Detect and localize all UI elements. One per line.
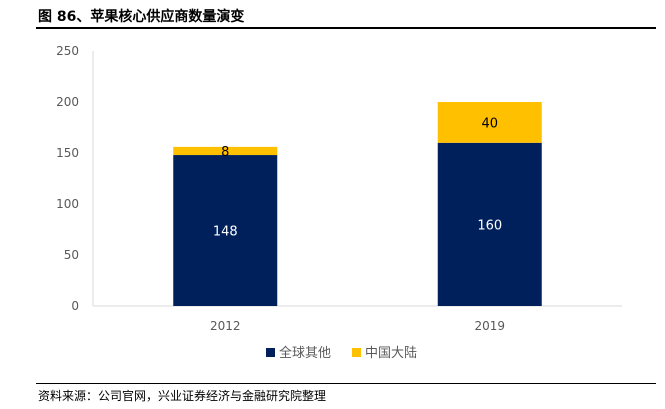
source-note: 资料来源：公司官网，兴业证券经济与金融研究院整理 <box>38 389 327 403</box>
chart-bars <box>173 102 542 306</box>
bar-segment <box>173 155 278 306</box>
data-label: 148 <box>213 225 238 240</box>
y-tick-label: 50 <box>64 248 79 262</box>
legend-label: 全球其他 <box>279 345 331 361</box>
data-label: 40 <box>481 116 498 131</box>
y-tick-label: 0 <box>71 299 79 313</box>
y-tick-label: 200 <box>56 95 79 109</box>
y-tick-label: 250 <box>56 44 79 58</box>
source-rule <box>36 383 656 384</box>
figure-title: 图 86、苹果核心供应商数量演变 <box>38 9 245 25</box>
legend-swatch <box>352 348 361 357</box>
bar-segment <box>437 142 542 306</box>
legend-swatch <box>266 348 275 357</box>
x-tick-label: 2012 <box>210 319 241 333</box>
chart-legend: 全球其他 中国大陆 <box>266 345 417 361</box>
chart-data-labels: 148 8 160 40 <box>213 116 502 239</box>
data-label: 160 <box>477 218 502 233</box>
title-underline <box>36 27 656 29</box>
y-tick-label: 100 <box>56 197 79 211</box>
bar-segment <box>437 102 542 143</box>
legend-label: 中国大陆 <box>365 345 417 361</box>
bar-segment <box>173 146 278 156</box>
x-tick-label: 2019 <box>474 319 505 333</box>
data-label: 8 <box>221 145 229 160</box>
y-tick-label: 150 <box>56 146 79 160</box>
